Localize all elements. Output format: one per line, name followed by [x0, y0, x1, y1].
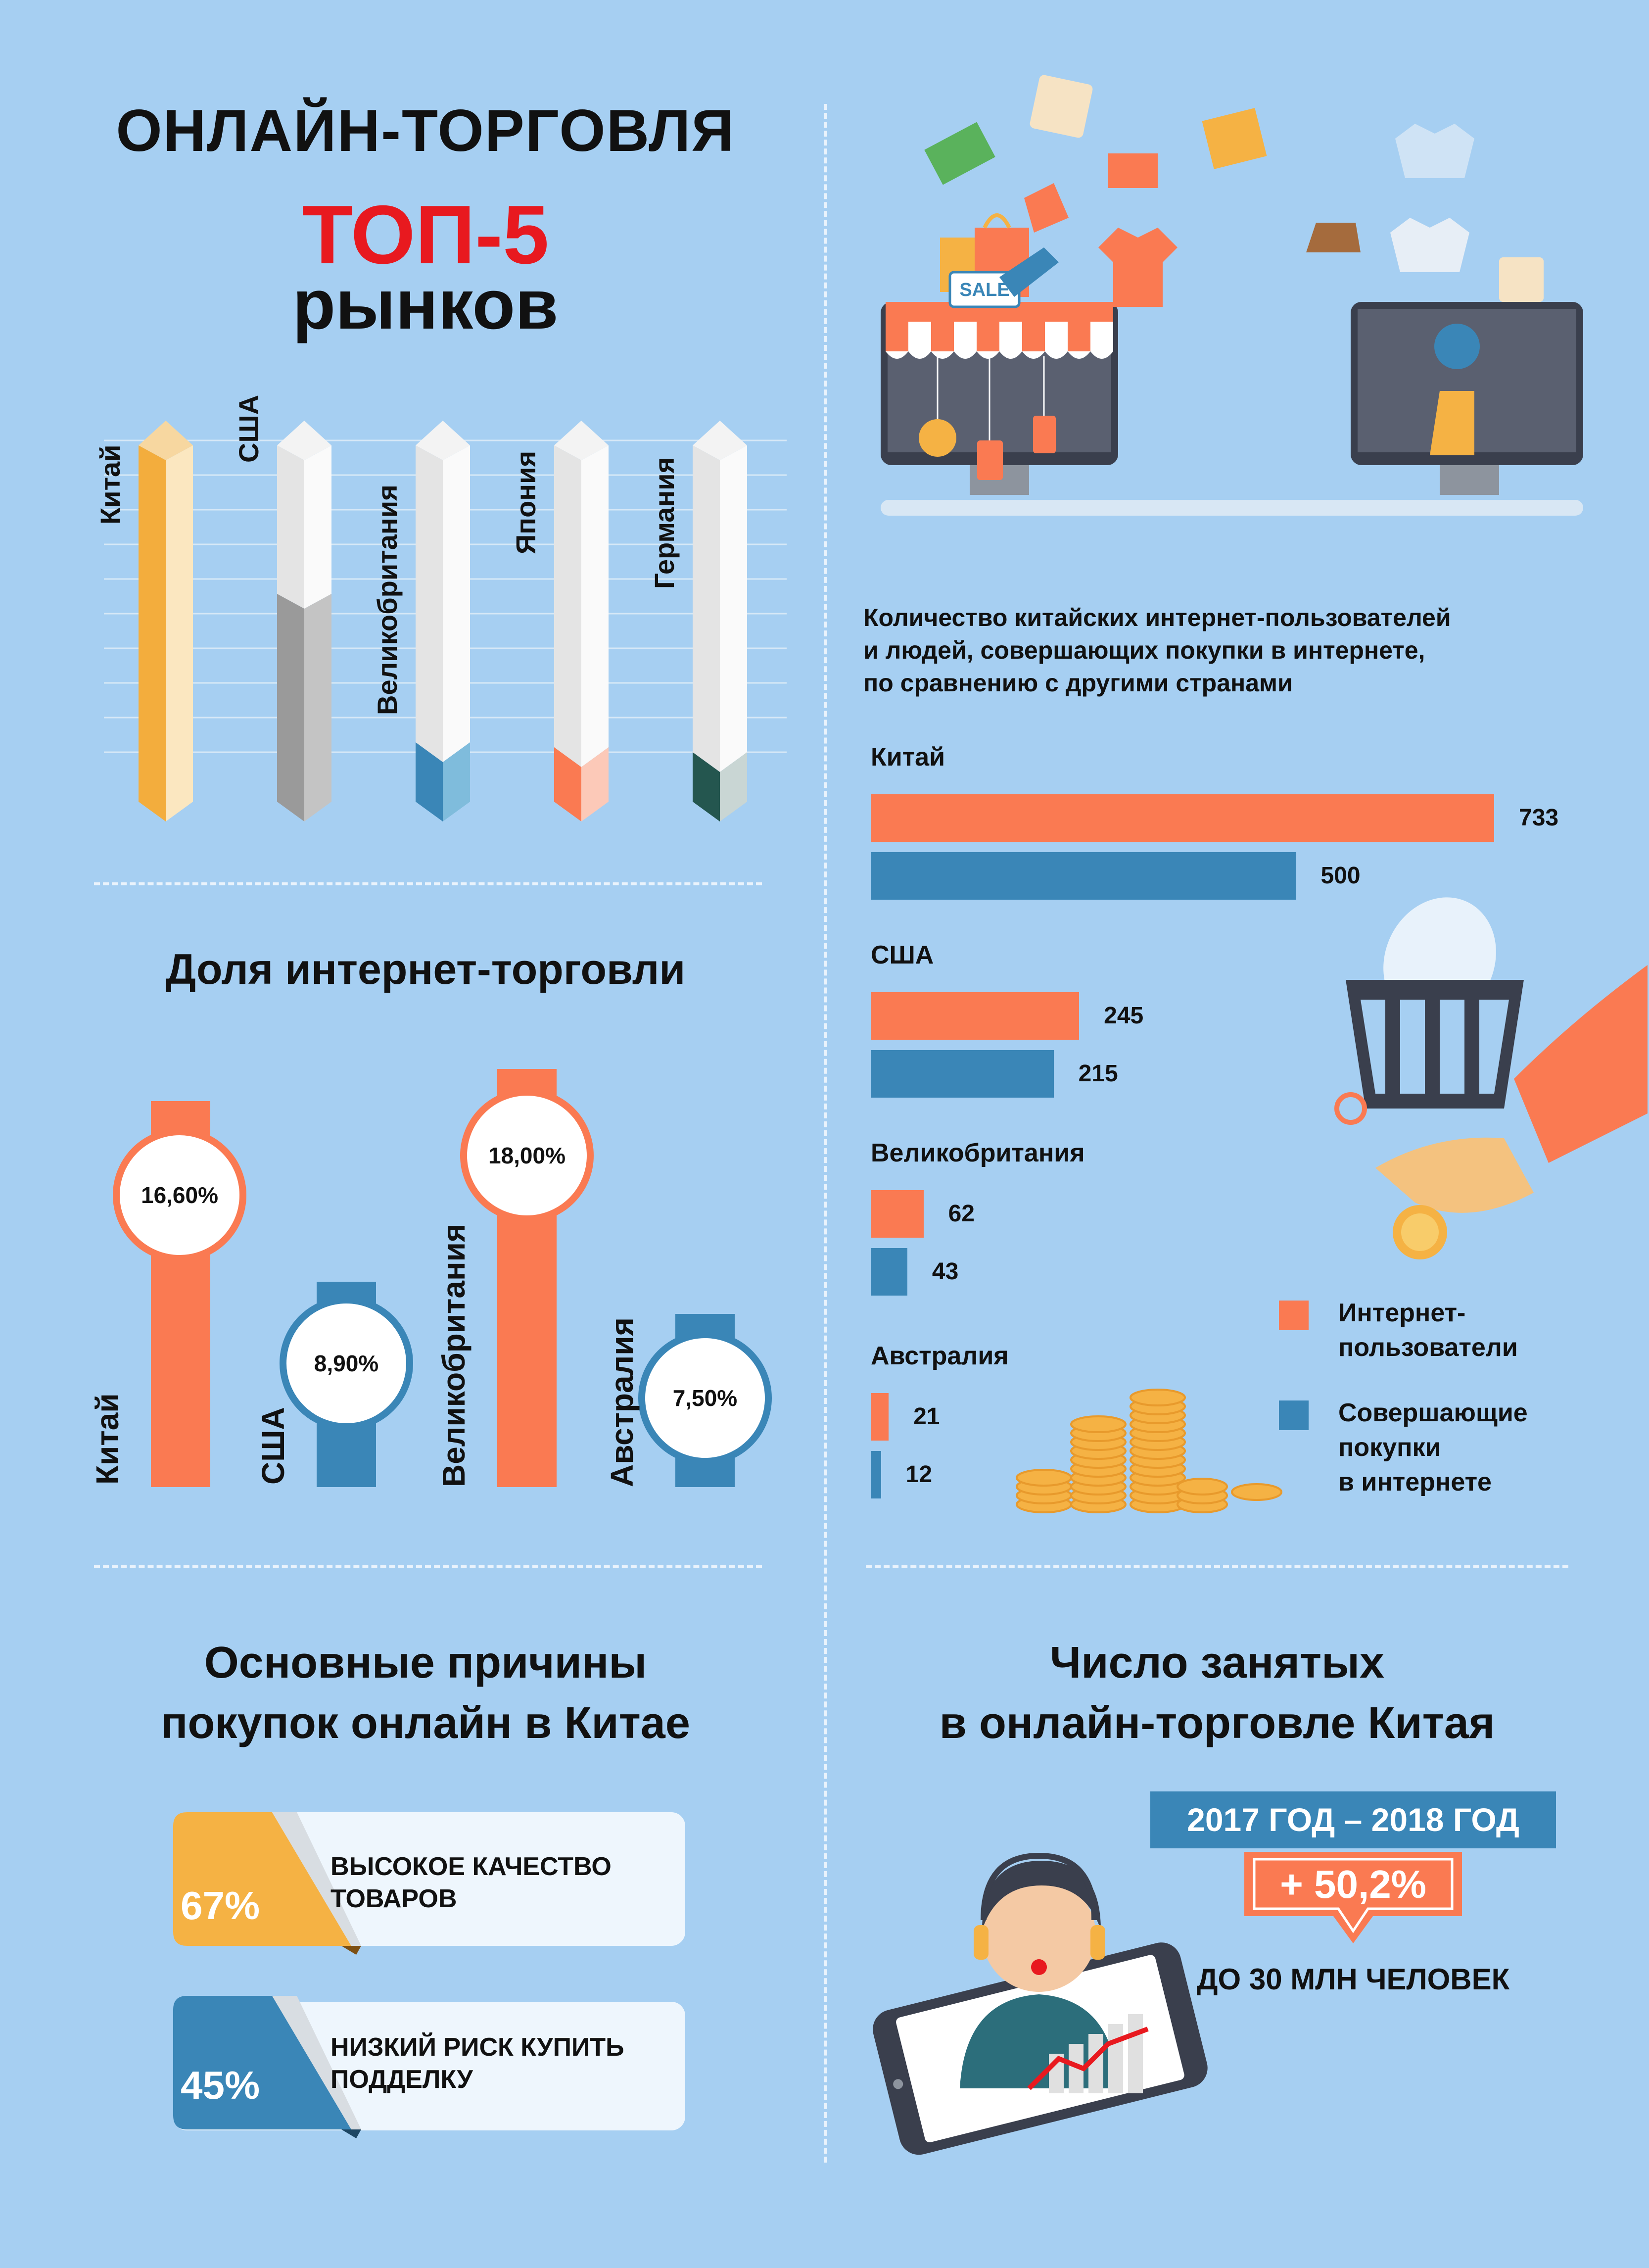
reason-text-quality: ВЫСОКОЕ КАЧЕСТВО ТОВАРОВ — [330, 1851, 612, 1915]
awning — [886, 302, 1113, 359]
pillar-label-germany: Германия — [649, 457, 680, 589]
reason-text-counterfeit: НИЗКИЙ РИСК КУПИТЬ ПОДДЕЛКУ — [330, 2031, 624, 2096]
pillar-japan — [554, 421, 609, 821]
legend-buyers-line-3: в интернете — [1338, 1468, 1492, 1497]
users-group-label: Китай — [871, 743, 945, 772]
divider-left-2 — [94, 1565, 762, 1568]
pillar-label-china: Китай — [94, 444, 126, 525]
employment-title-line-1: Число занятых — [1049, 1638, 1385, 1688]
users-chart-title-line-1: Количество китайских интернет-пользовате… — [863, 604, 1451, 631]
reasons-title-line-2: покупок онлайн в Китае — [161, 1698, 690, 1748]
legend-label-users: Интернет- пользователи — [1338, 1296, 1518, 1365]
reason-badge-quality — [173, 1812, 361, 1955]
reason-percent-quality: 67% — [181, 1883, 260, 1928]
pillar-uk — [416, 421, 470, 821]
users-group-label: Великобритания — [871, 1139, 1085, 1167]
legend-buyers-line-2: покупки — [1338, 1433, 1441, 1462]
share-label-china: Китай — [90, 1393, 125, 1485]
buyers-bar — [871, 852, 1296, 900]
users-chart-title: Количество китайских интернет-пользовате… — [863, 601, 1596, 699]
reasons-title-line-1: Основные причины — [204, 1638, 647, 1688]
basket-illustration — [1334, 897, 1648, 1259]
page-subtitle: рынков — [292, 265, 559, 344]
reasons-title: Основные причины покупок онлайн в Китае — [74, 1633, 777, 1753]
users-value: 733 — [1519, 805, 1559, 831]
users-chart-title-line-3: по сравнению с другими странами — [863, 669, 1293, 697]
buyers-bar — [871, 1248, 907, 1296]
growth-value: + 50,2% — [1280, 1862, 1426, 1906]
coins-illustration — [1016, 1389, 1282, 1513]
buyers-value: 43 — [932, 1258, 959, 1285]
users-bar — [871, 1190, 924, 1238]
employment-title: Число занятых в онлайн-торговле Китая — [831, 1633, 1603, 1753]
top-markets-pillars — [104, 421, 787, 821]
share-circle-china: 16,60% — [113, 1128, 246, 1262]
reason-badge-counterfeit — [173, 1996, 361, 2138]
pillar-germany — [693, 421, 747, 821]
users-value: 245 — [1104, 1003, 1144, 1029]
reason-text-counterfeit-line-2: ПОДДЕЛКУ — [330, 2065, 473, 2094]
share-label-australia: Австралия — [604, 1317, 640, 1487]
share-label-usa: США — [255, 1407, 291, 1485]
buyers-value: 500 — [1320, 863, 1361, 889]
employment-title-line-2: в онлайн-торговле Китая — [939, 1698, 1495, 1748]
legend-buyers-line-1: Совершающие — [1338, 1399, 1528, 1427]
share-circle-australia: 7,50% — [638, 1331, 772, 1465]
share-circle-usa: 8,90% — [280, 1297, 413, 1430]
pillar-label-japan: Япония — [510, 450, 541, 554]
legend-label-buyers: Совершающие покупки в интернете — [1338, 1396, 1528, 1500]
divider-left-1 — [94, 882, 762, 885]
users-bar — [871, 1393, 889, 1441]
pillar-china — [139, 421, 193, 821]
legend-swatch-buyers — [1279, 1400, 1309, 1430]
vertical-divider — [824, 104, 827, 2163]
legend-users-line-2: пользователи — [1338, 1333, 1518, 1362]
pillar-label-usa: США — [233, 394, 264, 463]
users-bar — [871, 794, 1494, 842]
users-bar — [871, 992, 1080, 1040]
top-five-label: ТОП-5 — [302, 188, 549, 281]
share-circle-uk: 18,00% — [460, 1089, 594, 1222]
phone-operator-illustration — [873, 1852, 1208, 2155]
divider-right-1 — [866, 1565, 1568, 1568]
pillar-usa — [277, 421, 331, 821]
reason-text-quality-line-2: ТОВАРОВ — [330, 1884, 457, 1913]
buyers-bar — [871, 1451, 881, 1498]
employment-note: ДО 30 МЛН ЧЕЛОВЕК — [1196, 1963, 1510, 1996]
reason-text-quality-line-1: ВЫСОКОЕ КАЧЕСТВО — [330, 1852, 612, 1881]
users-value: 21 — [913, 1403, 940, 1430]
sale-tag-text: SALE — [959, 280, 1009, 300]
buyers-bar — [871, 1050, 1054, 1098]
users-value: 62 — [948, 1201, 975, 1227]
shopping-illustration: SALE — [881, 75, 1583, 516]
reason-percent-counterfeit: 45% — [181, 2063, 260, 2107]
share-label-uk: Великобритания — [436, 1223, 471, 1487]
users-chart-title-line-2: и людей, совершающих покупки в интернете… — [863, 636, 1425, 664]
users-group-label: США — [871, 941, 934, 969]
buyers-value: 12 — [905, 1461, 933, 1488]
legend-users-line-1: Интернет- — [1338, 1299, 1466, 1327]
reason-text-counterfeit-line-1: НИЗКИЙ РИСК КУПИТЬ — [330, 2033, 624, 2062]
pillar-label-uk: Великобритания — [372, 484, 403, 715]
employment-period: 2017 ГОД – 2018 ГОД — [1150, 1791, 1556, 1848]
page-title: ОНЛАЙН-ТОРГОВЛЯ — [116, 97, 735, 164]
buyers-value: 215 — [1078, 1061, 1118, 1087]
growth-banner — [1244, 1852, 1462, 1943]
legend-swatch-users — [1279, 1301, 1309, 1330]
users-group-label: Австралия — [871, 1342, 1009, 1370]
share-section-title: Доля интернет-торговли — [165, 946, 686, 993]
